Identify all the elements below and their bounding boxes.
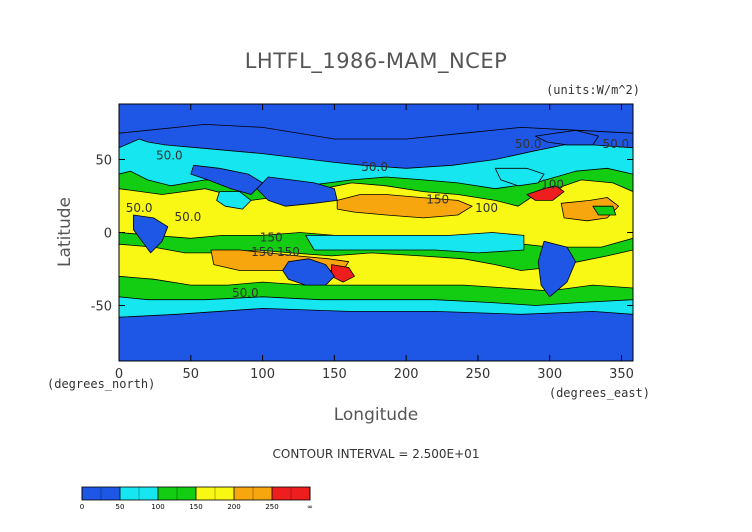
contour-label-5: 50.0 [361, 160, 388, 174]
colorbar-swatch [253, 487, 272, 500]
y-tick-label: 0 [104, 227, 112, 242]
contour-label-layer: 50.050.050.050.050.050.0 50.0100150150150… [126, 137, 629, 300]
contour-region-19 [132, 214, 169, 254]
contour-label-7: 50.0 [602, 137, 629, 151]
contour-region-11 [592, 205, 617, 216]
contour-label-12: 150 [277, 245, 300, 259]
colorbar-swatch [215, 487, 234, 500]
colorbar-label: 0 [80, 503, 84, 511]
contour-region-21 [494, 167, 545, 187]
x-tick-label: 300 [537, 367, 562, 382]
colorbar-label: 250 [265, 503, 278, 511]
chart-title: LHTFL_1986-MAM_NCEP [245, 49, 508, 74]
contour-label-6: 50.0 [515, 137, 542, 151]
colorbar-swatch [196, 487, 215, 500]
contour-region-9 [526, 185, 565, 201]
x-axis-ticks: 0 50 100 150 200 250 300 350 [115, 104, 634, 382]
x-tick-label: 150 [322, 367, 347, 382]
contour-region-13 [119, 307, 633, 361]
colorbar-frame [81, 486, 311, 501]
x-tick-label: 50 [183, 367, 200, 382]
colorbar-swatch [177, 487, 196, 500]
contour-label-2: 50.0 [126, 201, 153, 215]
contour-label-9: 150 [426, 192, 449, 206]
y-units-note: (degrees_north) [47, 377, 155, 391]
contour-interval-note: CONTOUR INTERVAL = 2.500E+01 [273, 447, 480, 461]
contour-region-15 [190, 164, 264, 195]
colorbar-swatch [291, 487, 310, 500]
contour-region-18 [216, 191, 252, 210]
contour-label-3: 50.0 [175, 210, 202, 224]
y-tick-label: -50 [91, 300, 112, 315]
contour-label-11: 150 [251, 245, 274, 259]
contour-label-10: 150 [260, 230, 283, 244]
units-label: (units:W/m^2) [546, 83, 640, 97]
contour-label-13: 100 [475, 201, 498, 215]
y-axis-ticks: -50 0 50 [91, 153, 633, 315]
x-tick-label: 350 [609, 367, 634, 382]
x-tick-label: 0 [115, 367, 123, 382]
y-axis-label: Latitude [55, 197, 75, 267]
colorbar-swatch [120, 487, 139, 500]
x-tick-label: 250 [466, 367, 491, 382]
colorbar-swatch [272, 487, 291, 500]
colorbar-label: 50 [116, 503, 125, 511]
contour-label-8: 100 [541, 178, 564, 192]
contour-region-12 [119, 104, 633, 140]
contour-region-14 [256, 176, 338, 207]
colorbar-label: 100 [151, 503, 164, 511]
contour-label-4: 50.0 [232, 286, 259, 300]
contour-label-1: 50.0 [156, 149, 183, 163]
contour-region-4 [305, 232, 525, 254]
colorbar-label: ∞ [307, 503, 313, 511]
colorbar-swatch [139, 487, 158, 500]
colorbar-swatch [101, 487, 120, 500]
colorbar-swatch [158, 487, 177, 500]
colorbar-swatch [234, 487, 253, 500]
y-tick-label: 50 [95, 153, 112, 168]
x-units-note: (degrees_east) [549, 386, 650, 400]
contour-region-17 [282, 258, 335, 286]
x-tick-label: 200 [394, 367, 419, 382]
contour-region-16 [535, 129, 599, 146]
contour-region-6 [336, 194, 473, 219]
contour-region-20 [537, 240, 576, 298]
colorbar-label: 150 [189, 503, 202, 511]
colorbar-label: 200 [227, 503, 240, 511]
colorbar-swatch [82, 487, 101, 500]
x-axis-label: Longitude [334, 405, 419, 425]
colorbar: 0 50 100 150 200 250 ∞ [80, 486, 313, 511]
x-tick-label: 100 [250, 367, 275, 382]
plot-field [119, 104, 633, 361]
